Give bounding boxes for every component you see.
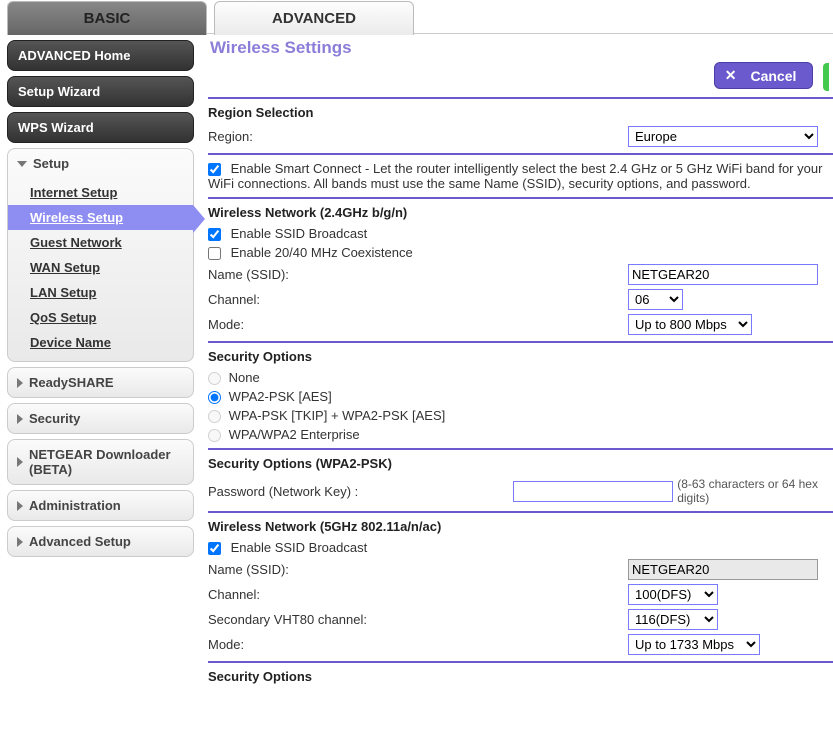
nav-lan-setup[interactable]: LAN Setup <box>8 280 193 305</box>
divider <box>208 197 833 199</box>
cancel-button[interactable]: ✕ Cancel <box>714 62 814 89</box>
divider <box>208 448 833 450</box>
nav-downloader-label: NETGEAR Downloader (BETA) <box>29 447 184 477</box>
pw24-label: Password (Network Key) : <box>208 484 513 499</box>
secchannel-5-select[interactable]: 116(DFS) <box>628 609 718 630</box>
sec24-wpa2-radio[interactable] <box>208 391 221 404</box>
sec5-heading: Security Options <box>208 669 833 684</box>
ssid-24-label: Name (SSID): <box>208 267 628 282</box>
nav-security[interactable]: Security <box>8 404 193 433</box>
close-icon: ✕ <box>725 67 737 84</box>
sec24-mix-label: WPA-PSK [TKIP] + WPA2-PSK [AES] <box>229 408 446 423</box>
channel-24-label: Channel: <box>208 292 628 307</box>
ssid-24-input[interactable] <box>628 264 818 285</box>
chevron-right-icon <box>17 378 23 388</box>
sec24-ent-radio[interactable] <box>208 429 221 442</box>
mode-24-label: Mode: <box>208 317 628 332</box>
ssid-5-input[interactable] <box>628 559 818 580</box>
nav-advanced-setup[interactable]: Advanced Setup <box>8 527 193 556</box>
nav-wps-wizard[interactable]: WPS Wizard <box>7 112 194 143</box>
nav-readyshare[interactable]: ReadySHARE <box>8 368 193 397</box>
sec24-heading: Security Options <box>208 349 833 364</box>
button-bar: ✕ Cancel <box>208 62 833 91</box>
sec24-none-label: None <box>229 370 260 385</box>
tab-basic[interactable]: BASIC <box>7 1 207 35</box>
nav-internet-setup[interactable]: Internet Setup <box>8 180 193 205</box>
divider <box>208 97 833 99</box>
nav-wan-setup[interactable]: WAN Setup <box>8 255 193 280</box>
divider <box>208 153 833 155</box>
ssid-broadcast-5-checkbox[interactable] <box>208 542 221 555</box>
ssid-broadcast-5-label: Enable SSID Broadcast <box>231 540 368 555</box>
mode-5-label: Mode: <box>208 637 628 652</box>
chevron-right-icon <box>17 457 23 467</box>
sec24-mix-radio[interactable] <box>208 410 221 423</box>
tab-advanced[interactable]: ADVANCED <box>214 1 414 35</box>
nav-advanced-home[interactable]: ADVANCED Home <box>7 40 194 71</box>
nav-device-name[interactable]: Device Name <box>8 330 193 355</box>
chevron-right-icon <box>17 414 23 424</box>
nav-group-setup-header[interactable]: Setup <box>8 149 193 178</box>
sidebar: ADVANCED Home Setup Wizard WPS Wizard Se… <box>0 34 200 731</box>
nav-qos-setup[interactable]: QoS Setup <box>8 305 193 330</box>
secchannel-5-label: Secondary VHT80 channel: <box>208 612 628 627</box>
cancel-button-label: Cancel <box>750 68 796 84</box>
nav-guest-network[interactable]: Guest Network <box>8 230 193 255</box>
divider <box>208 661 833 663</box>
apply-button-edge[interactable] <box>823 63 829 91</box>
sec24-ent-label: WPA/WPA2 Enterprise <box>229 427 360 442</box>
sec24-wpa2-label: WPA2-PSK [AES] <box>229 389 332 404</box>
channel-5-label: Channel: <box>208 587 628 602</box>
nav-wireless-setup[interactable]: Wireless Setup <box>8 205 193 230</box>
chevron-right-icon <box>17 537 23 547</box>
nav-administration[interactable]: Administration <box>8 491 193 520</box>
region-select[interactable]: Europe <box>628 126 818 147</box>
nav-downloader[interactable]: NETGEAR Downloader (BETA) <box>8 440 193 484</box>
ssid-broadcast-24-checkbox[interactable] <box>208 228 221 241</box>
coexistence-24-checkbox[interactable] <box>208 247 221 260</box>
mode-5-select[interactable]: Up to 1733 Mbps <box>628 634 760 655</box>
mode-24-select[interactable]: Up to 800 Mbps <box>628 314 752 335</box>
page-title: Wireless Settings <box>210 38 833 58</box>
net5-heading: Wireless Network (5GHz 802.11a/n/ac) <box>208 519 833 534</box>
nav-group-setup-label: Setup <box>33 156 69 171</box>
net24-heading: Wireless Network (2.4GHz b/g/n) <box>208 205 833 220</box>
channel-5-select[interactable]: 100(DFS) <box>628 584 718 605</box>
top-tabs: BASIC ADVANCED <box>7 0 833 34</box>
smart-connect-checkbox[interactable] <box>208 163 221 176</box>
divider <box>208 511 833 513</box>
nav-setup-wizard[interactable]: Setup Wizard <box>7 76 194 107</box>
coexistence-24-label: Enable 20/40 MHz Coexistence <box>231 245 413 260</box>
nav-advanced-setup-label: Advanced Setup <box>29 534 131 549</box>
ssid-broadcast-24-label: Enable SSID Broadcast <box>231 226 368 241</box>
pw24-hint: (8-63 characters or 64 hex digits) <box>677 477 833 505</box>
pw24-input[interactable] <box>513 481 673 502</box>
nav-administration-label: Administration <box>29 498 121 513</box>
chevron-down-icon <box>17 161 27 167</box>
nav-group-setup-items: Internet Setup Wireless Setup Guest Netw… <box>8 178 193 361</box>
chevron-right-icon <box>17 501 23 511</box>
divider <box>208 341 833 343</box>
pw24-heading: Security Options (WPA2-PSK) <box>208 456 833 471</box>
ssid-5-label: Name (SSID): <box>208 562 628 577</box>
nav-security-label: Security <box>29 411 80 426</box>
nav-group-setup: Setup Internet Setup Wireless Setup Gues… <box>7 148 194 362</box>
sec24-none-radio[interactable] <box>208 372 221 385</box>
nav-readyshare-label: ReadySHARE <box>29 375 114 390</box>
channel-24-select[interactable]: 06 <box>628 289 683 310</box>
smart-connect-label: Enable Smart Connect - Let the router in… <box>208 161 822 191</box>
region-label: Region: <box>208 129 628 144</box>
content: Wireless Settings ✕ Cancel Region Select… <box>200 34 833 731</box>
region-heading: Region Selection <box>208 105 833 120</box>
